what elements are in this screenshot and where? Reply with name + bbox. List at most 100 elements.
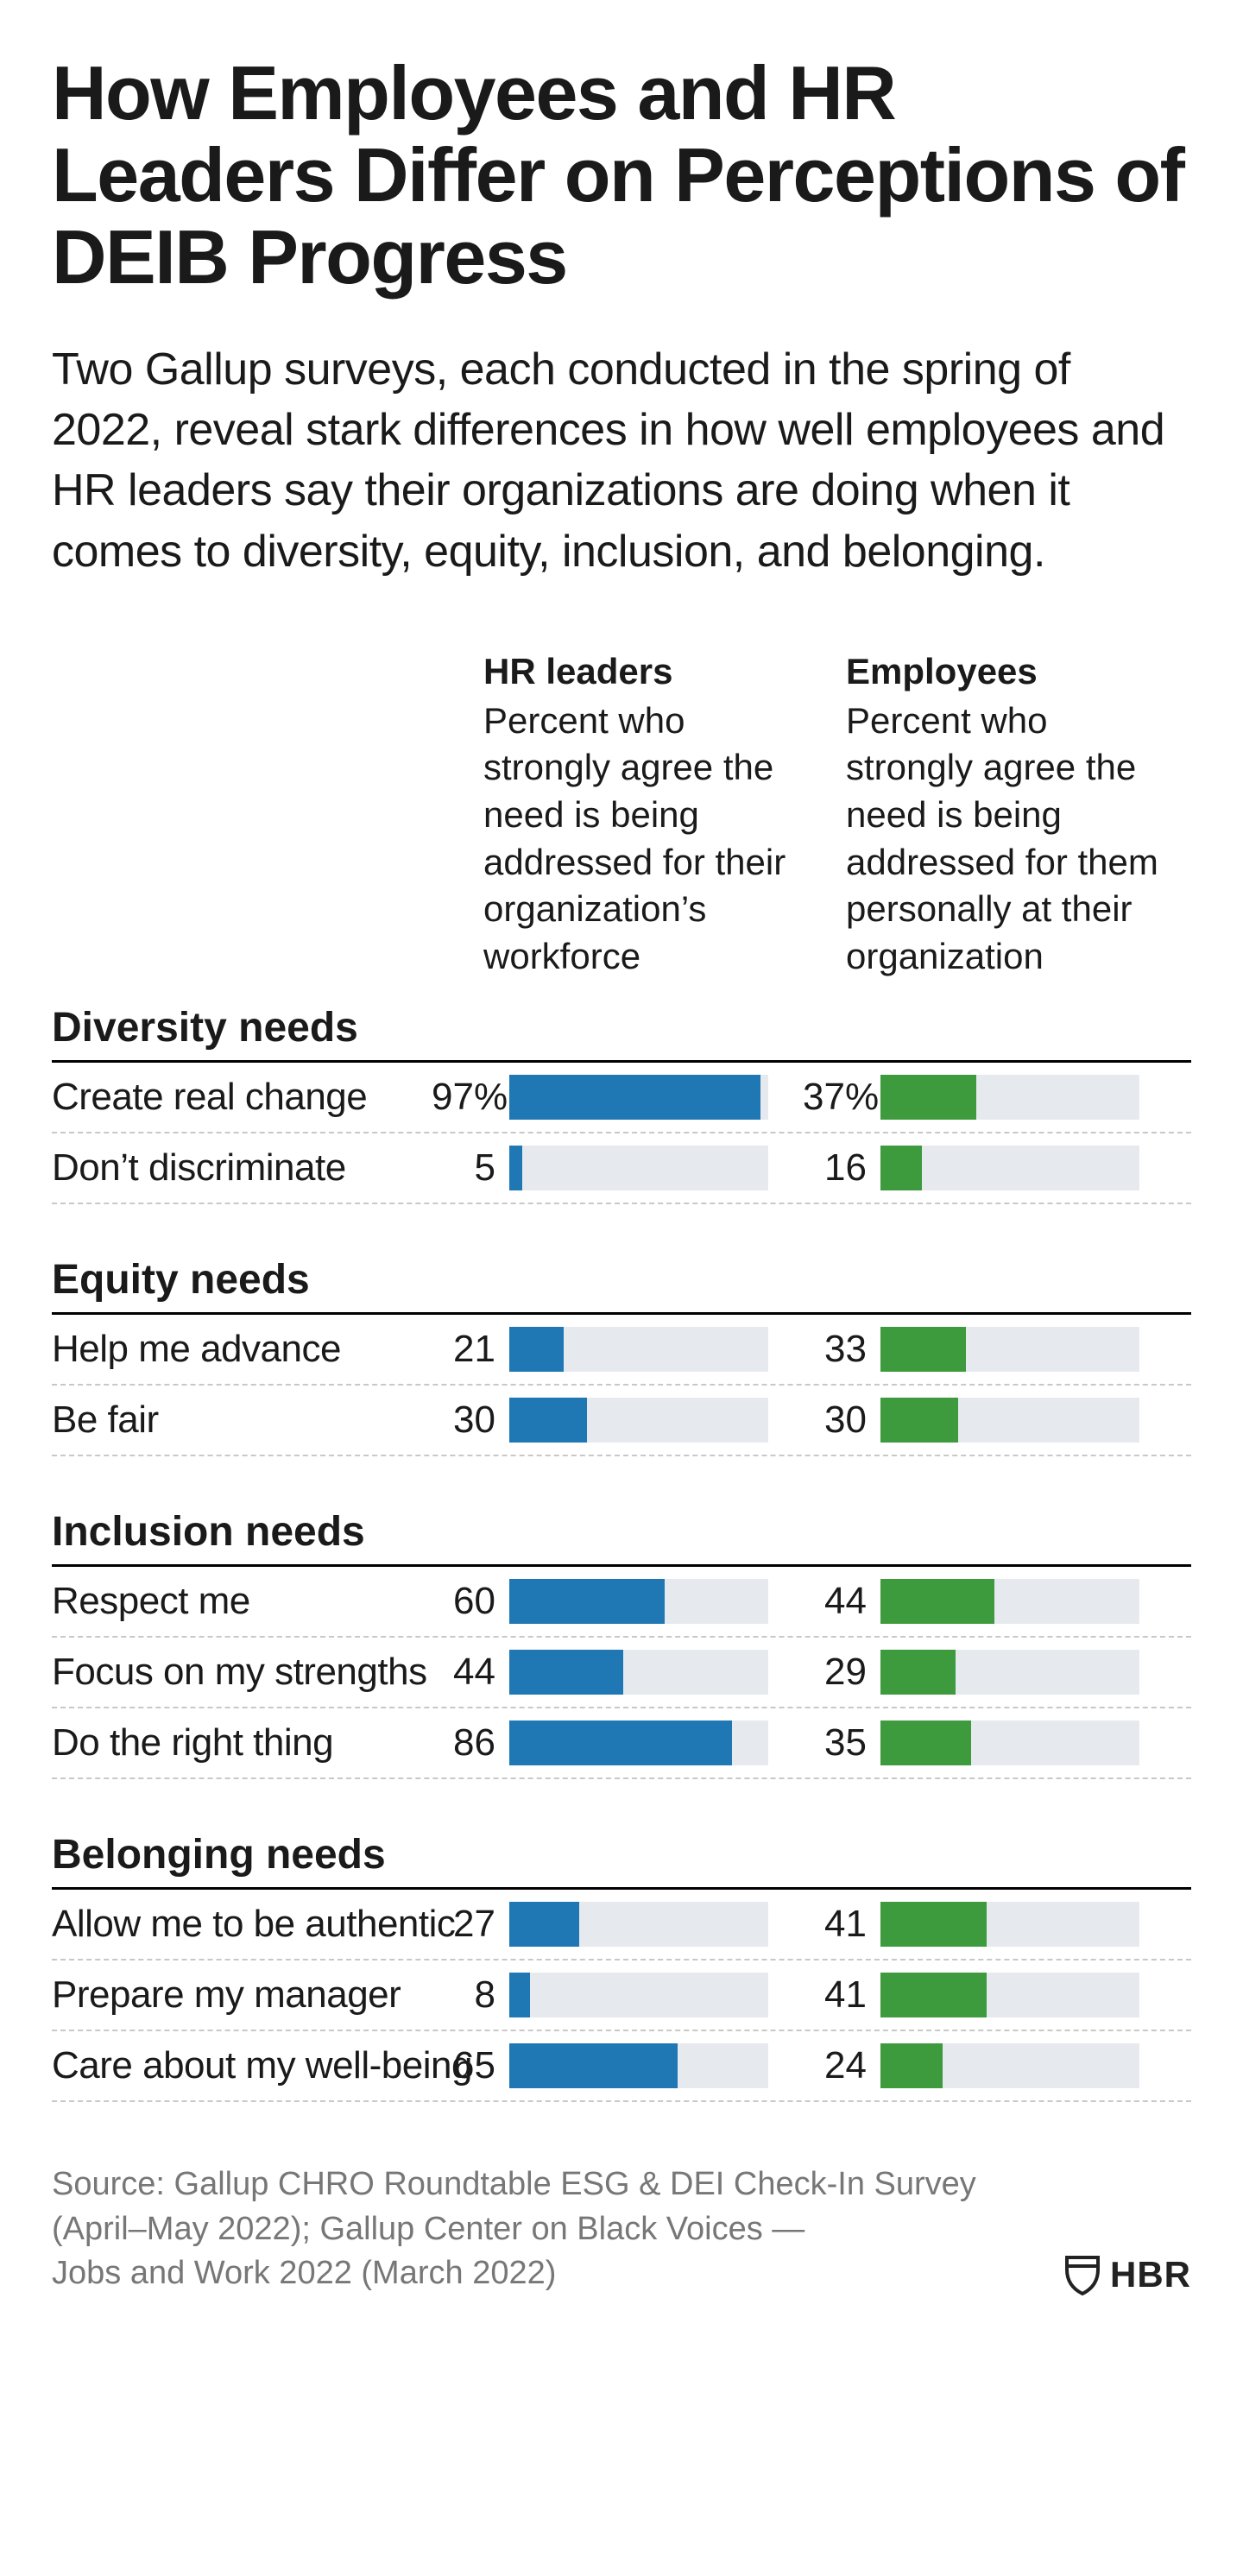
table-row: Be fair3030 xyxy=(52,1386,1191,1456)
hr-bar-track xyxy=(509,1075,768,1120)
table-row: Prepare my manager8 41 xyxy=(52,1960,1191,2031)
hr-value: 21 xyxy=(432,1328,509,1371)
emp-bar-track xyxy=(880,2043,1139,2088)
row-label: Do the right thing xyxy=(52,1721,432,1765)
emp-bar-track xyxy=(880,1650,1139,1695)
row-label: Allow me to be authentic xyxy=(52,1903,432,1946)
table-row: Don’t discriminate5 16 xyxy=(52,1133,1191,1204)
emp-value: 37% xyxy=(803,1076,880,1119)
hr-value: 60 xyxy=(432,1580,509,1623)
hr-value: 8 xyxy=(432,1973,509,2017)
row-label: Be fair xyxy=(52,1398,432,1442)
row-label: Focus on my strengths xyxy=(52,1651,432,1694)
table-row: Respect me6044 xyxy=(52,1567,1191,1638)
hr-bar-track-bg xyxy=(509,1973,768,2017)
hr-bar-fill xyxy=(509,1650,623,1695)
column-header-hr-desc: Percent who strongly agree the need is b… xyxy=(483,698,820,981)
group: Equity needsHelp me advance2133Be fair30… xyxy=(52,1256,1191,1456)
row-label: Prepare my manager xyxy=(52,1973,432,2017)
hr-bar-fill xyxy=(509,1398,587,1443)
page-subtitle: Two Gallup surveys, each conducted in th… xyxy=(52,339,1191,582)
column-header-hr: HR leaders Percent who strongly agree th… xyxy=(483,651,846,981)
column-header-hr-title: HR leaders xyxy=(483,651,820,692)
column-header-emp: Employees Percent who strongly agree the… xyxy=(846,651,1208,981)
hr-bar-track xyxy=(509,1398,768,1443)
hr-value: 65 xyxy=(432,2044,509,2087)
group-title: Diversity needs xyxy=(52,1004,1191,1063)
hbr-logo-text: HBR xyxy=(1110,2254,1191,2295)
group: Inclusion needsRespect me6044Focus on my… xyxy=(52,1508,1191,1779)
footer: Source: Gallup CHRO Roundtable ESG & DEI… xyxy=(52,2162,1191,2295)
emp-value: 41 xyxy=(803,1973,880,2017)
emp-value: 29 xyxy=(803,1651,880,1694)
table-row: Allow me to be authentic27 41 xyxy=(52,1890,1191,1960)
emp-bar-track xyxy=(880,1398,1139,1443)
hr-value: 86 xyxy=(432,1721,509,1765)
hr-bar-track-bg xyxy=(509,1146,768,1190)
emp-bar-fill xyxy=(880,1327,966,1372)
hr-bar-fill xyxy=(509,1902,579,1947)
row-label: Don’t discriminate xyxy=(52,1146,432,1190)
row-label: Help me advance xyxy=(52,1328,432,1371)
hr-value: 30 xyxy=(432,1398,509,1442)
table-row: Help me advance21 33 xyxy=(52,1315,1191,1386)
row-label: Respect me xyxy=(52,1580,432,1623)
emp-bar-track xyxy=(880,1327,1139,1372)
source-text: Source: Gallup CHRO Roundtable ESG & DEI… xyxy=(52,2162,976,2295)
hr-bar-track xyxy=(509,1902,768,1947)
table-row: Care about my well-being6524 xyxy=(52,2031,1191,2102)
emp-bar-track xyxy=(880,1146,1139,1190)
column-header-spacer xyxy=(52,651,483,981)
emp-value: 33 xyxy=(803,1328,880,1371)
emp-value: 16 xyxy=(803,1146,880,1190)
hr-bar-fill xyxy=(509,1075,760,1120)
group-title: Inclusion needs xyxy=(52,1508,1191,1567)
hr-bar-track xyxy=(509,1579,768,1624)
column-header-emp-desc: Percent who strongly agree the need is b… xyxy=(846,698,1183,981)
emp-bar-fill xyxy=(880,1973,987,2017)
emp-bar-fill xyxy=(880,1146,922,1190)
infographic-root: How Employees and HR Leaders Differ on P… xyxy=(0,0,1243,2330)
emp-bar-fill xyxy=(880,1398,958,1443)
emp-value: 35 xyxy=(803,1721,880,1765)
hr-value: 27 xyxy=(432,1903,509,1946)
emp-bar-track xyxy=(880,1579,1139,1624)
hr-value: 5 xyxy=(432,1146,509,1190)
table-row: Focus on my strengths44 29 xyxy=(52,1638,1191,1708)
emp-bar-track xyxy=(880,1075,1139,1120)
hr-bar-track xyxy=(509,1650,768,1695)
emp-bar-track xyxy=(880,1720,1139,1765)
hbr-logo: HBR xyxy=(1063,2254,1191,2295)
emp-bar-fill xyxy=(880,1075,976,1120)
hr-bar-track xyxy=(509,1327,768,1372)
row-label: Create real change xyxy=(52,1076,432,1119)
hr-value: 97% xyxy=(432,1076,509,1119)
emp-value: 41 xyxy=(803,1903,880,1946)
hr-bar-fill xyxy=(509,1720,732,1765)
emp-bar-track xyxy=(880,1973,1139,2017)
hr-value: 44 xyxy=(432,1651,509,1694)
group-title: Equity needs xyxy=(52,1256,1191,1315)
shield-icon xyxy=(1063,2254,1101,2295)
hr-bar-fill xyxy=(509,1579,665,1624)
groups-container: Diversity needs Create real change97% 37% D… xyxy=(52,1004,1191,2102)
page-title: How Employees and HR Leaders Differ on P… xyxy=(52,52,1191,298)
hr-bar-track xyxy=(509,1973,768,2017)
emp-bar-fill xyxy=(880,1579,994,1624)
group: Belonging needsAllow me to be authentic2… xyxy=(52,1831,1191,2102)
column-headers: HR leaders Percent who strongly agree th… xyxy=(52,651,1191,981)
emp-bar-fill xyxy=(880,1650,956,1695)
column-header-emp-title: Employees xyxy=(846,651,1183,692)
hr-bar-fill xyxy=(509,2043,678,2088)
emp-value: 24 xyxy=(803,2044,880,2087)
emp-bar-fill xyxy=(880,2043,943,2088)
hr-bar-fill xyxy=(509,1327,564,1372)
emp-bar-track xyxy=(880,1902,1139,1947)
emp-bar-fill xyxy=(880,1720,971,1765)
group-title: Belonging needs xyxy=(52,1831,1191,1890)
table-row: Do the right thing86 35 xyxy=(52,1708,1191,1779)
hr-bar-track xyxy=(509,1720,768,1765)
emp-value: 30 xyxy=(803,1398,880,1442)
hr-bar-fill xyxy=(509,1146,522,1190)
hr-bar-track xyxy=(509,2043,768,2088)
